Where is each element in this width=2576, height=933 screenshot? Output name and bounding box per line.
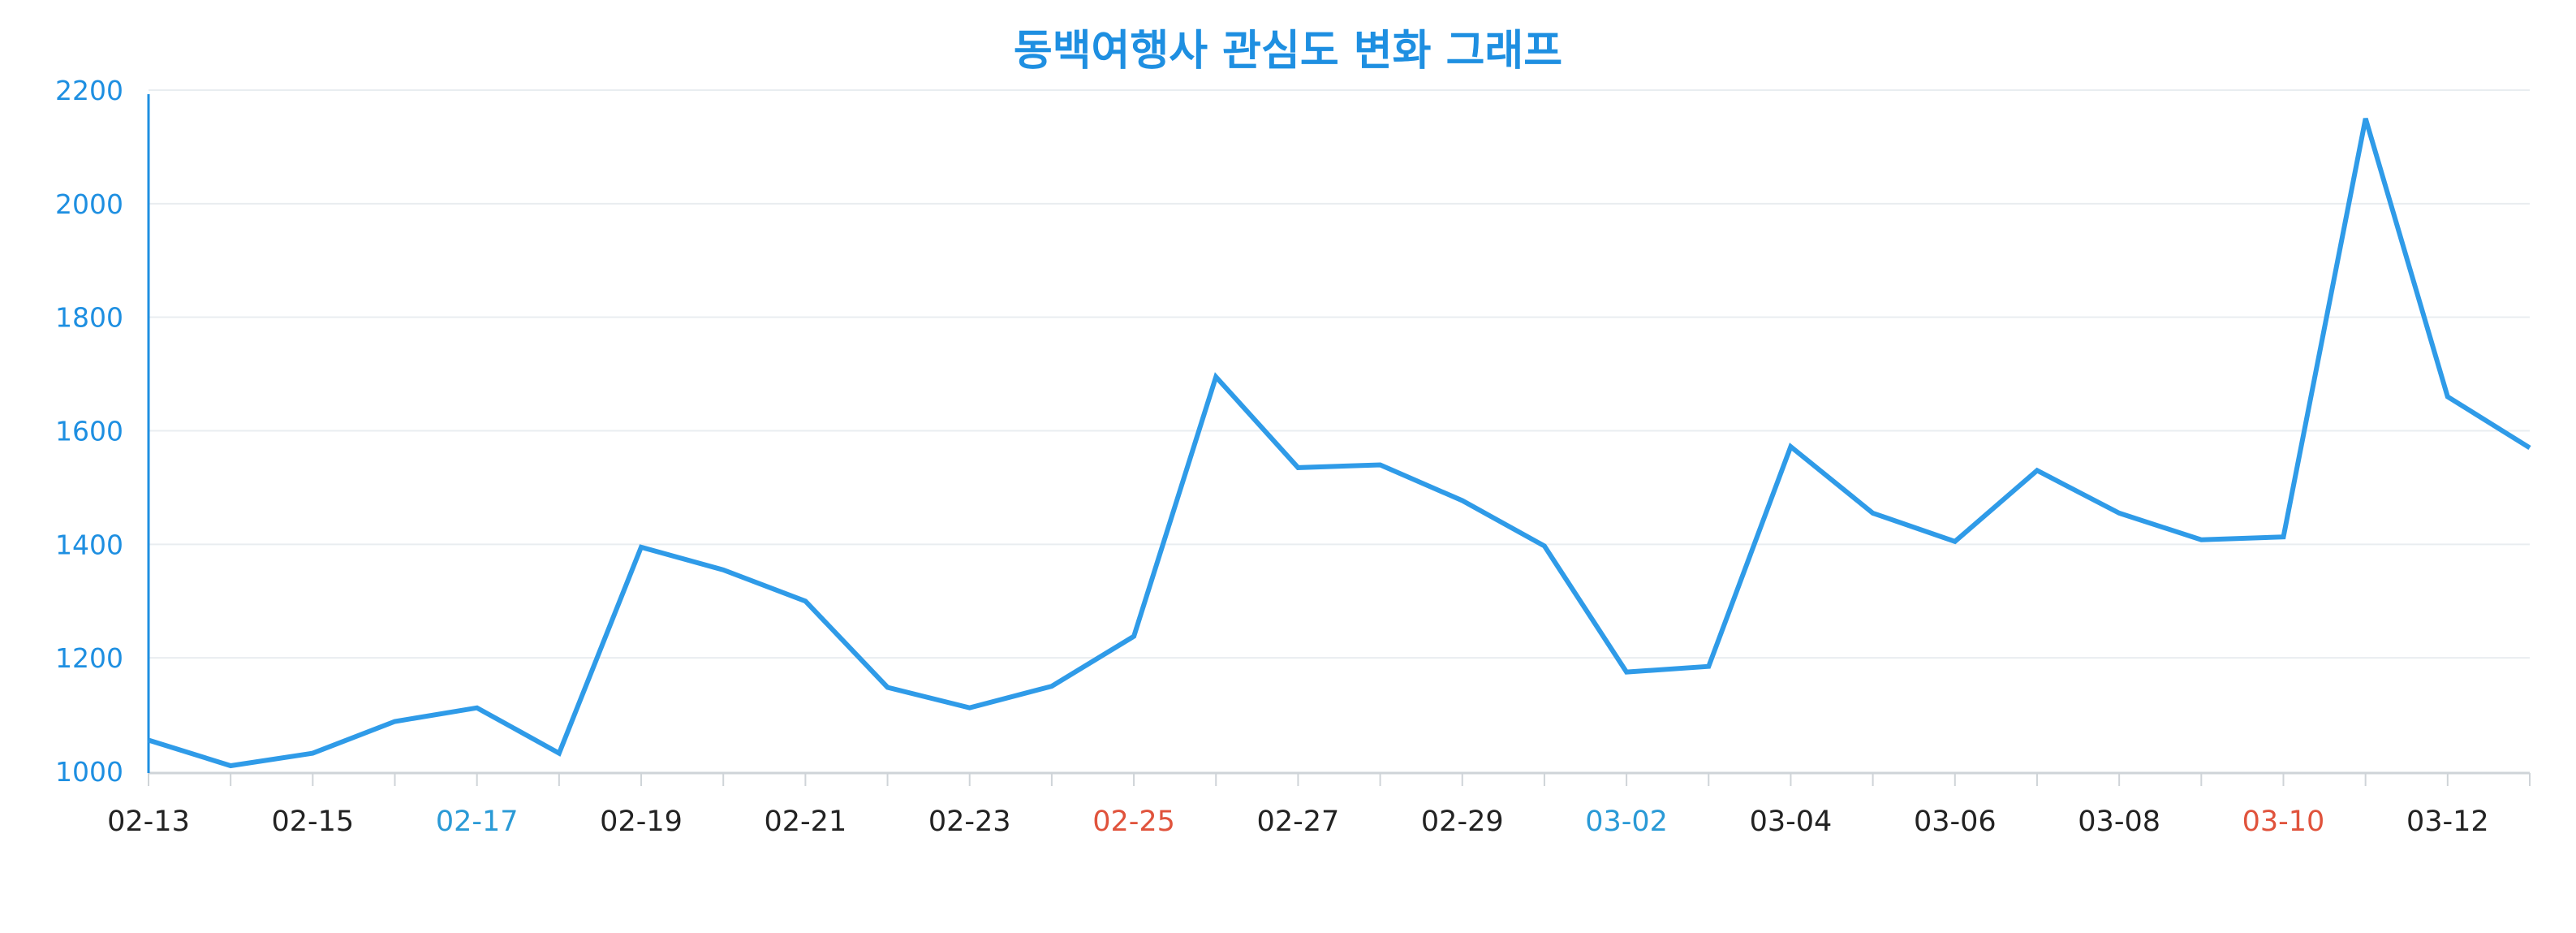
chart-title: 동백여행사 관심도 변화 그래프	[1014, 27, 1562, 76]
grid-lines	[149, 89, 2530, 659]
y-tick-label-1200: 1200	[55, 642, 123, 674]
data-point-03-07	[2035, 468, 2040, 473]
x-tick-label-02-15: 02-15	[271, 806, 354, 838]
x-tick-label-03-06: 03-06	[1914, 806, 1997, 838]
x-axis-ticks: 02-13 02-15 02-17 02-19 02-21 02-23 02-25 02-27…	[107, 806, 2489, 838]
data-point-03-01	[1542, 543, 1547, 548]
data-point-02-13	[146, 738, 151, 743]
data-point-02-20	[721, 568, 726, 572]
x-tick-label-03-02: 03-02	[1585, 806, 1668, 838]
x-tick-label-02-29: 02-29	[1421, 806, 1504, 838]
data-point-02-21	[803, 598, 808, 603]
y-axis-ticks: 1000 1200 1400 1600 1800 2000 2200	[55, 75, 123, 788]
x-tick-label-03-04: 03-04	[1750, 806, 1833, 838]
data-point-03-08	[2117, 511, 2122, 516]
x-tick-label-02-13: 02-13	[107, 806, 190, 838]
x-tick-label-02-19: 02-19	[600, 806, 683, 838]
y-tick-label-1800: 1800	[55, 302, 123, 334]
data-point-03-10	[2281, 534, 2285, 539]
y-tick-label-1600: 1600	[55, 416, 123, 447]
series-interest	[146, 116, 2532, 769]
data-point-03-11	[2363, 116, 2368, 121]
data-point-03-06	[1953, 539, 1958, 544]
x-tick-label-03-08: 03-08	[2078, 806, 2160, 838]
data-point-02-19	[639, 545, 644, 550]
data-point-03-02	[1624, 670, 1629, 675]
data-point-02-14	[228, 763, 233, 768]
data-point-03-09	[2199, 538, 2203, 542]
data-point-03-04	[1788, 444, 1793, 449]
x-tick-label-02-23: 02-23	[928, 806, 1011, 838]
x-tick-label-02-21: 02-21	[765, 806, 847, 838]
data-point-03-05	[1871, 511, 1876, 516]
data-point-03-13	[2527, 445, 2532, 450]
data-point-03-03	[1706, 664, 1711, 669]
x-tick-label-03-10: 03-10	[2242, 806, 2325, 838]
data-point-02-15	[310, 751, 315, 756]
data-point-02-22	[885, 685, 890, 690]
data-point-02-29	[1460, 498, 1465, 503]
data-point-02-24	[1049, 684, 1054, 689]
data-point-02-23	[967, 706, 972, 711]
data-point-02-26	[1213, 374, 1218, 379]
data-point-02-16	[393, 719, 398, 724]
x-tick-label-02-17: 02-17	[436, 806, 519, 838]
data-point-02-18	[557, 751, 562, 756]
data-point-02-27	[1295, 465, 1300, 470]
y-tick-label-2000: 2000	[55, 188, 123, 220]
y-tick-label-2200: 2200	[55, 75, 123, 106]
x-tick-label-02-25: 02-25	[1092, 806, 1175, 838]
data-point-02-25	[1131, 634, 1136, 639]
series-line	[148, 118, 2531, 769]
y-tick-label-1400: 1400	[55, 529, 123, 560]
axes	[147, 94, 2531, 786]
y-tick-label-1000: 1000	[55, 756, 123, 788]
x-tick-label-03-12: 03-12	[2406, 806, 2489, 838]
x-tick-label-02-27: 02-27	[1257, 806, 1340, 838]
data-point-02-17	[475, 706, 480, 711]
data-point-03-12	[2445, 395, 2450, 400]
data-point-02-28	[1378, 462, 1383, 467]
